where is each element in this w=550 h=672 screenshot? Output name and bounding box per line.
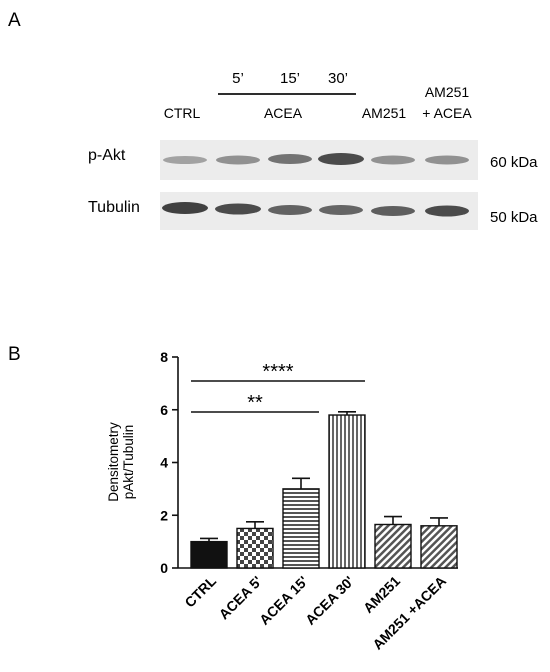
lane-label-am251-acea-line1: AM251 bbox=[425, 84, 470, 100]
y-tick-label-2: 2 bbox=[160, 507, 168, 523]
size-label-tubulin: 50 kDa bbox=[490, 209, 538, 226]
row-label-pakt: p-Akt bbox=[88, 147, 126, 164]
x-tick-label-ctrl: CTRL bbox=[181, 572, 219, 610]
significance-label-1: **** bbox=[262, 361, 293, 383]
bar-ctrl bbox=[190, 540, 228, 569]
bars bbox=[190, 411, 458, 569]
band-tubulin-acea30 bbox=[319, 205, 363, 215]
y-tick-label-6: 6 bbox=[160, 402, 168, 418]
x-tick-label-am251: AM251 bbox=[360, 573, 403, 616]
significance-annotations: ****** bbox=[191, 361, 365, 414]
band-tubulin-ctrl bbox=[162, 202, 208, 214]
y-tick-label-0: 0 bbox=[160, 560, 168, 576]
lane-label-am251-acea-line2: + ACEA bbox=[422, 105, 472, 121]
tubulin-bands bbox=[162, 202, 469, 217]
bar-acea-5 bbox=[236, 527, 274, 569]
timepoint-label-15: 15’ bbox=[280, 70, 300, 87]
band-tubulin-am251-acea bbox=[425, 205, 469, 217]
x-tick-label-acea-30: ACEA 30' bbox=[302, 573, 357, 628]
significance-label-2: ** bbox=[247, 392, 263, 414]
band-pakt-acea5 bbox=[216, 155, 260, 165]
y-tick-label-8: 8 bbox=[160, 349, 168, 365]
lane-label-ctrl: CTRL bbox=[164, 105, 201, 121]
band-tubulin-acea5 bbox=[215, 203, 261, 215]
bar-am251-acea bbox=[420, 525, 458, 569]
lane-label-acea: ACEA bbox=[264, 105, 303, 121]
bar-acea-15 bbox=[282, 488, 320, 569]
panel-b-label: B bbox=[8, 344, 21, 365]
timepoint-label-5: 5’ bbox=[232, 70, 244, 87]
lane-label-am251: AM251 bbox=[362, 105, 407, 121]
y-axis-title-line-1: Densitometry bbox=[106, 422, 121, 502]
y-axis-title: Densitometry pAkt/Tubulin bbox=[106, 422, 136, 502]
bar-am251 bbox=[374, 523, 412, 569]
pakt-bands bbox=[163, 153, 469, 165]
band-pakt-acea30 bbox=[318, 153, 364, 165]
band-pakt-am251-acea bbox=[425, 155, 469, 165]
y-tick-label-4: 4 bbox=[160, 455, 168, 471]
timepoint-label-30: 30’ bbox=[328, 70, 348, 87]
x-tick-label-acea-15: ACEA 15' bbox=[256, 573, 311, 628]
bar-acea-30 bbox=[328, 414, 366, 569]
band-tubulin-acea15 bbox=[268, 205, 312, 215]
row-label-tubulin: Tubulin bbox=[88, 199, 140, 216]
band-pakt-ctrl bbox=[163, 156, 207, 164]
band-tubulin-am251 bbox=[371, 206, 415, 216]
y-axis: 0 2 4 6 8 bbox=[160, 349, 179, 576]
band-pakt-acea15 bbox=[268, 154, 312, 164]
y-axis-title-line-2: pAkt/Tubulin bbox=[121, 425, 136, 500]
band-pakt-am251 bbox=[371, 155, 415, 165]
panel-a-label: A bbox=[8, 10, 21, 31]
size-label-pakt: 60 kDa bbox=[490, 154, 538, 171]
